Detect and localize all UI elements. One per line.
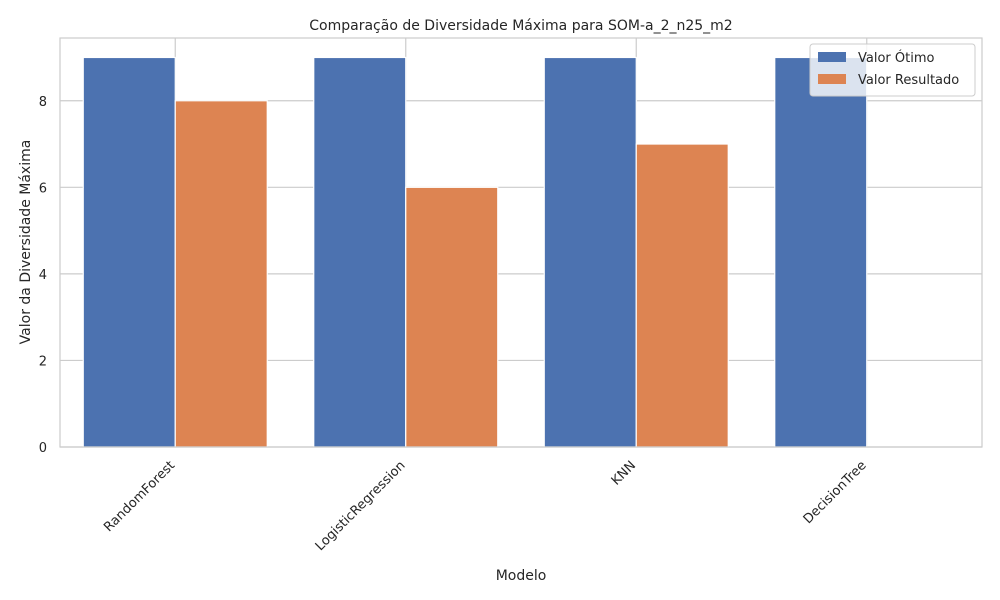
legend: Valor Ótimo Valor Resultado xyxy=(809,43,976,97)
legend-swatch xyxy=(818,52,846,62)
bar-valor-otimo xyxy=(313,56,407,448)
bar-valor-resultado xyxy=(635,143,729,448)
bar-valor-otimo xyxy=(543,56,637,448)
bar-valor-resultado xyxy=(174,100,268,448)
chart-title: Comparação de Diversidade Máxima para SO… xyxy=(309,18,732,34)
y-tick-labels: 0 2 4 6 8 xyxy=(39,95,47,456)
y-tick-label: 4 xyxy=(39,268,47,283)
legend-label: Valor Resultado xyxy=(858,73,959,88)
bars xyxy=(82,56,868,448)
x-axis-label: Modelo xyxy=(496,568,547,584)
bar-valor-resultado xyxy=(405,186,499,448)
y-axis-label: Valor da Diversidade Máxima xyxy=(18,140,34,345)
legend-box xyxy=(809,43,976,97)
y-tick-label: 8 xyxy=(39,95,47,110)
y-tick-label: 0 xyxy=(39,441,47,456)
bar-valor-otimo xyxy=(82,56,176,448)
y-tick-label: 6 xyxy=(39,181,47,196)
legend-label: Valor Ótimo xyxy=(858,50,934,66)
bar-valor-otimo xyxy=(774,56,868,448)
plot-frame xyxy=(59,37,983,448)
legend-swatch xyxy=(818,74,846,84)
y-tick-label: 2 xyxy=(39,354,47,369)
